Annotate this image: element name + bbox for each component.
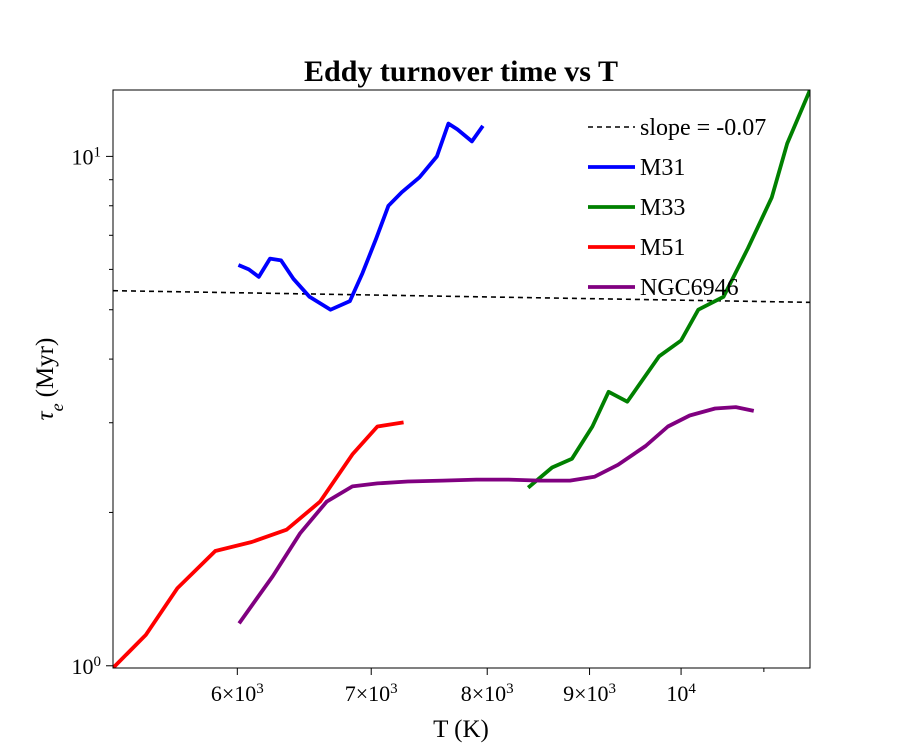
y-axis-label-subscript: e	[47, 403, 67, 411]
legend-label-m33: M33	[640, 195, 685, 221]
series-line-ngc6946	[237, 405, 755, 625]
plot-lines	[113, 90, 810, 668]
legend-label-slope-0-07: slope = -0.07	[640, 115, 766, 141]
y-tick-label-10: 101	[72, 144, 102, 169]
series-line-m51	[113, 420, 404, 668]
y-axis-ticks: 100 101	[72, 144, 113, 679]
chart-title: Eddy turnover time vs T	[304, 55, 618, 88]
series-line-m31	[237, 121, 485, 312]
x-tick-label-8000: 8×103	[461, 681, 514, 706]
reference-line-slope	[113, 289, 810, 304]
x-tick-label-6000: 6×103	[211, 681, 264, 706]
series-line-m33	[526, 90, 810, 490]
legend-label-m51: M51	[640, 235, 685, 261]
x-axis-label: T (K)	[433, 716, 489, 743]
x-axis-ticks: 6×103 7×103 8×103 9×103 104	[211, 668, 765, 706]
plot-frame	[112, 89, 811, 669]
legend-label-m31: M31	[640, 155, 685, 181]
y-tick-label-1: 100	[72, 654, 102, 679]
y-axis-label-symbol: τ	[32, 410, 59, 420]
x-tick-label-7000: 7×103	[345, 681, 398, 706]
x-tick-label-9000: 9×103	[563, 681, 616, 706]
y-axis-label-unit: (Myr)	[32, 338, 59, 398]
y-axis-label: τe (Myr)	[32, 338, 67, 421]
legend-label-ngc6946: NGC6946	[640, 275, 739, 301]
x-tick-label-10000: 104	[666, 681, 696, 706]
legend: slope = -0.07 M31 M33 M51 NGC6946	[588, 115, 766, 301]
